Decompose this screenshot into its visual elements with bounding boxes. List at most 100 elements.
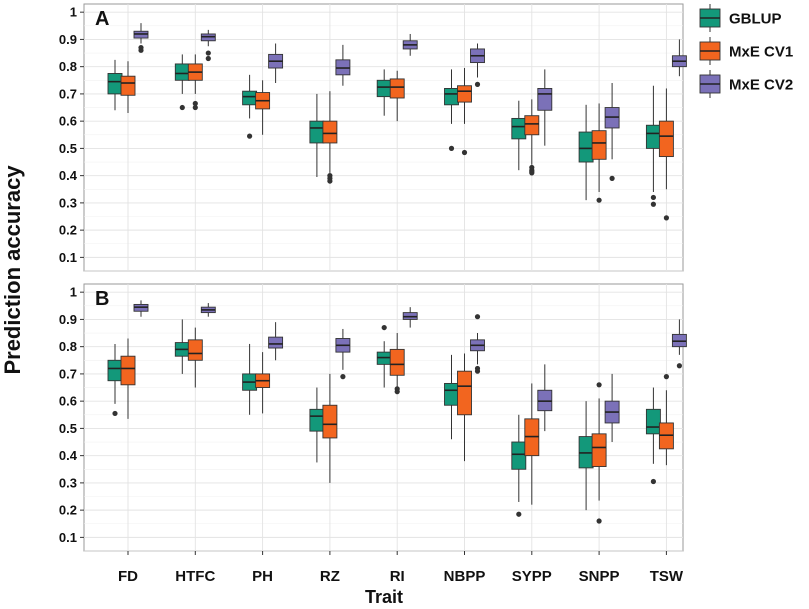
box-mxe-cv1-rz — [322, 373, 338, 483]
box-mxe-cv1-ph — [255, 80, 271, 135]
box-gblup-htfc — [174, 319, 190, 374]
box-mxe-cv2-rz — [335, 44, 351, 86]
box-gblup-ri — [376, 69, 392, 116]
box-mxe-cv1-htfc — [187, 327, 203, 388]
box-iqr — [645, 408, 661, 435]
box-gblup-tsw — [645, 387, 661, 485]
box-iqr — [591, 130, 607, 160]
y-tick-label: 0.3 — [59, 195, 77, 210]
box-mxe-cv2-fd — [133, 300, 149, 317]
box-gblup-ri — [376, 324, 392, 388]
box-mxe-cv1-sypp — [524, 99, 540, 176]
box-mxe-cv1-ri — [389, 333, 405, 395]
box-iqr — [309, 408, 325, 432]
outlier-point — [596, 197, 602, 203]
box-iqr — [174, 63, 190, 81]
box-iqr — [591, 433, 607, 467]
box-mxe-cv1-fd — [120, 61, 136, 113]
outlier-point — [448, 145, 455, 151]
outlier-point — [112, 410, 118, 417]
outlier-point — [138, 47, 144, 53]
y-tick-label: 0.9 — [59, 32, 77, 47]
y-tick-label: 0.1 — [59, 250, 77, 265]
x-axis-title: Trait — [365, 587, 403, 607]
box-mxe-cv1-tsw — [658, 88, 674, 221]
box-mxe-cv1-ph — [255, 352, 271, 414]
panel-label: A — [95, 8, 109, 30]
legend-label: MxE CV1 — [729, 44, 793, 61]
box-mxe-cv2-sypp — [537, 364, 553, 432]
box-iqr — [537, 88, 553, 111]
box-mxe-cv2-htfc — [200, 29, 216, 62]
y-tick-label: 0.7 — [59, 366, 77, 381]
outlier-point — [663, 215, 670, 221]
y-tick-label: 0.7 — [59, 86, 77, 101]
outlier-point — [650, 194, 657, 201]
x-tick-label: HTFC — [175, 568, 215, 585]
x-tick-label: FD — [118, 568, 138, 585]
box-iqr — [120, 75, 136, 96]
x-tick-label: NBPP — [444, 568, 486, 585]
y-tick-label: 0.4 — [59, 448, 78, 463]
x-tick-label: SNPP — [579, 568, 620, 585]
x-tick-label: PH — [252, 568, 273, 585]
legend-label: GBLUP — [729, 11, 782, 28]
box-gblup-nbpp — [444, 69, 459, 151]
legend: GBLUP MxE CV1 MxE CV2 — [699, 4, 793, 98]
x-tick-label: RI — [390, 568, 405, 585]
box-iqr — [457, 370, 472, 416]
box-mxe-cv1-nbpp — [457, 68, 472, 156]
box-iqr — [120, 355, 136, 386]
box-mxe-cv2-sypp — [537, 69, 553, 146]
y-tick-label: 0.9 — [59, 312, 77, 327]
box-iqr — [389, 348, 405, 376]
outlier-point — [596, 382, 602, 388]
outlier-point — [474, 314, 481, 320]
outlier-point — [340, 374, 346, 380]
x-tick-label: SYPP — [512, 568, 552, 585]
outlier-point — [247, 133, 253, 139]
box-gblup-snpp — [578, 104, 594, 201]
box-iqr — [322, 404, 338, 439]
outlier-point — [609, 175, 615, 181]
box-iqr — [511, 441, 527, 470]
box-mxe-cv2-ph — [268, 43, 284, 84]
box-iqr — [524, 115, 540, 136]
outlier-point — [381, 324, 387, 331]
outlier-point — [596, 518, 602, 524]
outlier-point — [663, 374, 670, 380]
box-mxe-cv2-ri — [402, 33, 418, 56]
outlier-point — [650, 478, 657, 485]
y-tick-label: 0.5 — [59, 421, 77, 436]
outlier-point — [192, 100, 198, 107]
x-tick-label: TSW — [650, 568, 684, 585]
box-iqr — [322, 120, 338, 144]
y-tick-label: 0.6 — [59, 114, 77, 129]
outlier-point — [394, 389, 400, 395]
y-tick-label: 1 — [70, 5, 77, 20]
panel-A: 0.1 0.2 0.3 0.4 0.5 0.6 0.7 0.8 0.9 1 A — [59, 3, 687, 272]
box-mxe-cv1-sypp — [524, 383, 540, 505]
box-mxe-cv2-nbpp — [470, 314, 485, 374]
box-mxe-cv2-nbpp — [470, 43, 485, 87]
box-gblup-ph — [242, 343, 258, 415]
x-axis: FD HTFC PH RZ RI NBPP SYPP SNPP TSW — [118, 551, 684, 585]
outlier-point — [474, 81, 481, 87]
box-gblup-sypp — [511, 100, 527, 171]
legend-label: MxE CV2 — [729, 77, 793, 94]
y-tick-label: 0.8 — [59, 59, 77, 74]
outlier-point — [529, 170, 535, 176]
outlier-point — [327, 178, 333, 184]
box-iqr — [578, 131, 594, 163]
outlier-point — [205, 50, 211, 56]
box-iqr — [107, 73, 123, 95]
box-mxe-cv2-snpp — [604, 373, 620, 443]
box-iqr — [268, 336, 284, 349]
box-iqr — [511, 117, 527, 140]
outlier-point — [650, 201, 657, 207]
legend-item-mxe-cv2: MxE CV2 — [699, 70, 793, 98]
panel-background — [83, 283, 684, 552]
box-iqr — [444, 88, 459, 106]
box-iqr — [645, 124, 661, 149]
